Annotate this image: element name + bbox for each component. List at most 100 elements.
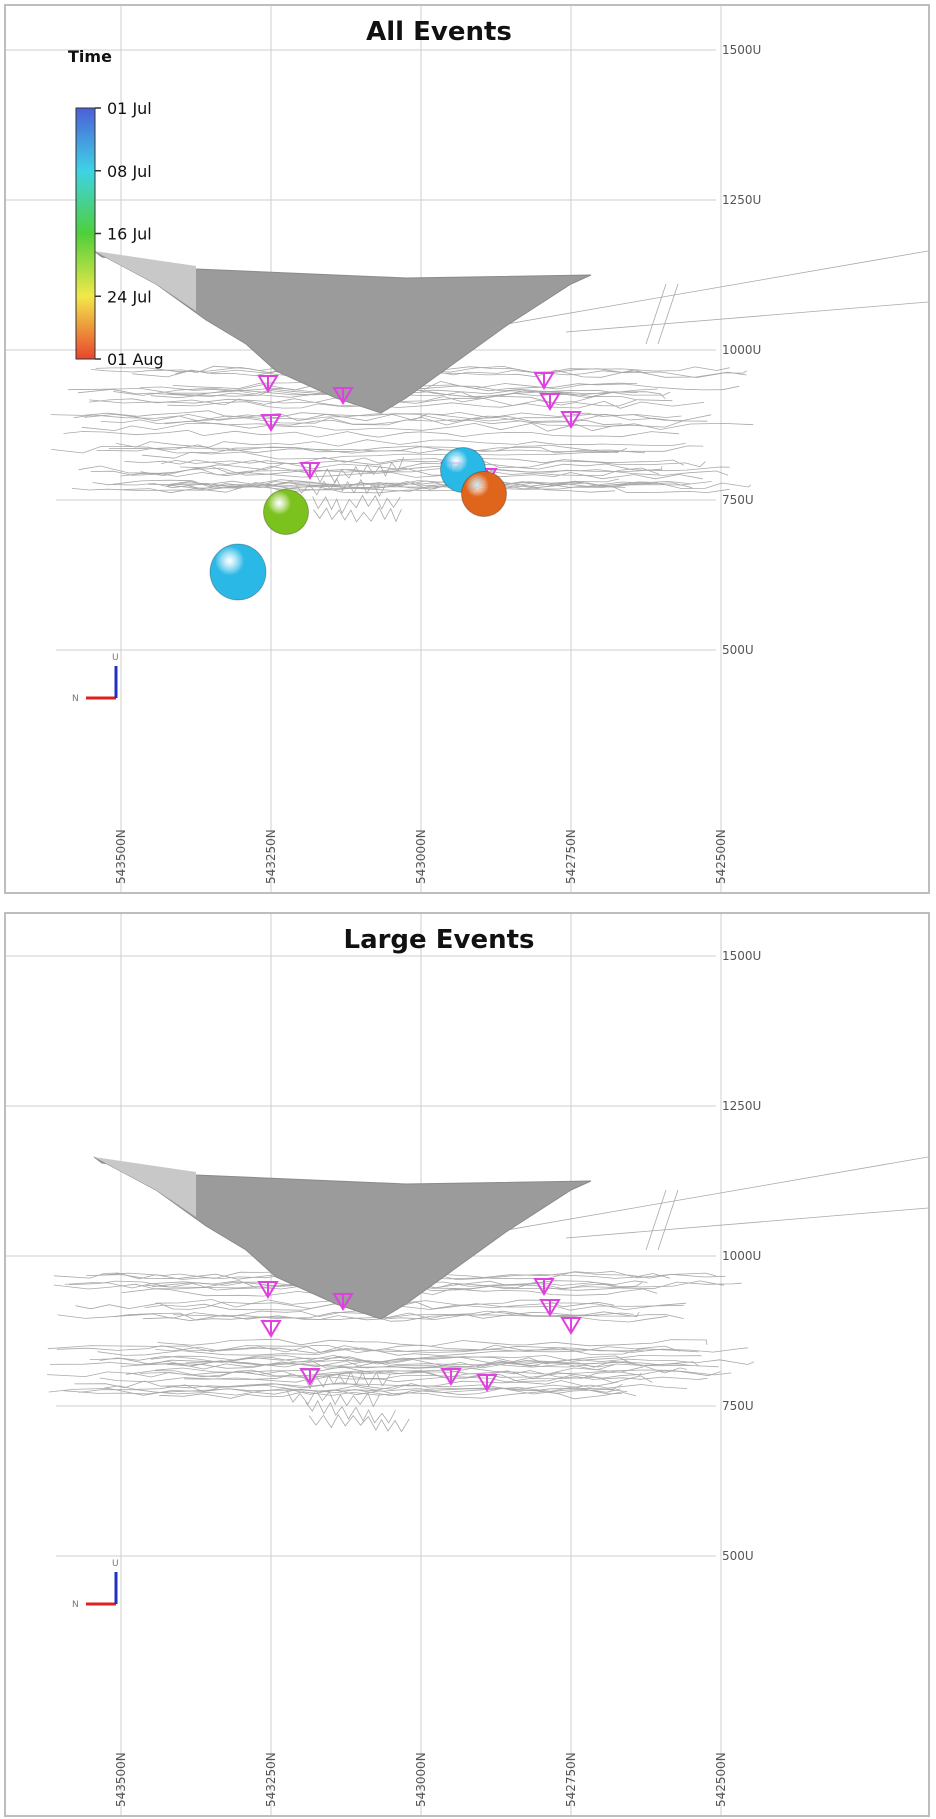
mine-shaft [645,283,679,345]
y-tick-label: 1250U [722,1099,761,1113]
legend-colorbar [75,107,96,360]
large-events-plot: 1500U 1250U 1000U 750U 500U 543500N 543250N 543… [6,914,928,1815]
mine-drift [100,417,622,426]
mine-drift [154,1365,687,1375]
stope-shape [93,250,592,414]
mine-drift [97,1347,699,1357]
y-tick-label: 750U [722,1399,754,1413]
sensor-marker [299,462,321,480]
x-tick-label: 542750N [564,1752,578,1807]
stope-highlight [94,1157,196,1217]
mine-decline [303,1371,391,1390]
mine-decline [305,1399,396,1424]
mine-drift [92,478,620,487]
mine-decline [294,477,388,498]
y-tick-label: 1250U [722,193,761,207]
y-tick-label: 1000U [722,1249,761,1263]
mine-drift [159,1391,637,1400]
mine-drift [155,1345,681,1354]
mine-shaft [645,1189,679,1251]
mine-drift [150,1354,702,1364]
sensor-marker [260,1320,282,1338]
mine-drift [124,457,685,466]
sensor-marker [476,1374,498,1392]
mine-drift [144,1303,684,1311]
all-events-plot: 1500U 1250U 1000U 750U 500U 543500N 543250N 543… [6,6,928,892]
north-axis-label: N [72,1600,79,1610]
sensor-marker [560,1317,582,1335]
mine-drift [104,1383,623,1393]
mine-drift [89,395,673,404]
mine-decline [313,456,404,484]
large-events-panel: 1500U 1250U 1000U 750U 500U 543500N 543250N 543… [4,912,930,1817]
orientation-triad: UN [72,1559,119,1610]
stope-highlight [94,251,196,311]
mine-drift [95,365,730,373]
x-tick-label: 543000N [414,829,428,884]
sensor-marker [257,375,279,393]
sensor-marker [260,414,282,432]
mine-workings [50,250,928,523]
sensor-group [257,1278,582,1392]
event-sphere [461,471,507,517]
mine-decline [308,1413,410,1433]
mine-drift [122,485,730,494]
sensor-marker [332,1293,354,1311]
stope-body [93,250,592,414]
legend-tick-label: 24 Jul [107,287,152,306]
mine-drift [166,1359,719,1368]
x-tick-label: 543250N [264,829,278,884]
north-axis-label: N [72,694,79,704]
legend-tick-label: 01 Jul [107,99,152,118]
mine-workings [46,1156,928,1433]
y-tick-label: 750U [722,493,754,507]
mine-drift [50,410,682,419]
legend-tick-label: 08 Jul [107,162,152,181]
orientation-triad: UN [72,653,119,704]
mine-ramp [565,1207,928,1239]
mine-drift [99,1356,755,1365]
mine-decline [285,1389,381,1408]
mine-drift [51,446,628,454]
sensor-marker [560,411,582,429]
sensor-marker [257,1281,279,1299]
mine-drift [63,1386,622,1395]
mine-drift [184,1375,653,1384]
sensor-marker [539,393,561,411]
stope-body [93,1156,592,1320]
mine-drift [47,1344,749,1353]
x-tick-label: 542750N [564,829,578,884]
panel-title: All Events [366,17,512,47]
x-tick-label: 543500N [114,829,128,884]
sensor-marker [533,1278,555,1296]
mine-drift [112,480,693,489]
mine-decline [313,506,402,523]
mine-drift [74,1380,619,1389]
mine-drift [48,1387,621,1396]
x-tick-label: 542500N [714,829,728,884]
panel-title: Large Events [344,925,535,955]
y-tick-label: 500U [722,1549,754,1563]
mine-drift [175,369,747,379]
up-axis-label: U [112,1559,119,1569]
mine-drift [116,439,686,448]
up-axis-label: U [112,653,119,663]
event-sphere [263,489,309,535]
mine-drift [120,1362,615,1371]
mine-ramp [565,301,928,333]
all-events-panel: 1500U 1250U 1000U 750U 500U 543500N 543250N 543… [4,4,930,894]
mine-drift [71,485,616,493]
x-tick-label: 543250N [264,1752,278,1807]
mine-drift [157,1338,708,1347]
mine-drift [84,412,708,422]
x-tick-label: 543000N [414,1752,428,1807]
mine-drift [81,422,754,432]
y-tick-label: 1500U [722,949,761,963]
legend-tick-label: 16 Jul [107,225,152,244]
mine-drift [46,1370,732,1379]
mine-drift [148,480,652,489]
mine-decline [312,494,401,515]
sensor-marker [539,1299,561,1317]
grid-lines [6,6,722,892]
x-tick-label: 543500N [114,1752,128,1807]
